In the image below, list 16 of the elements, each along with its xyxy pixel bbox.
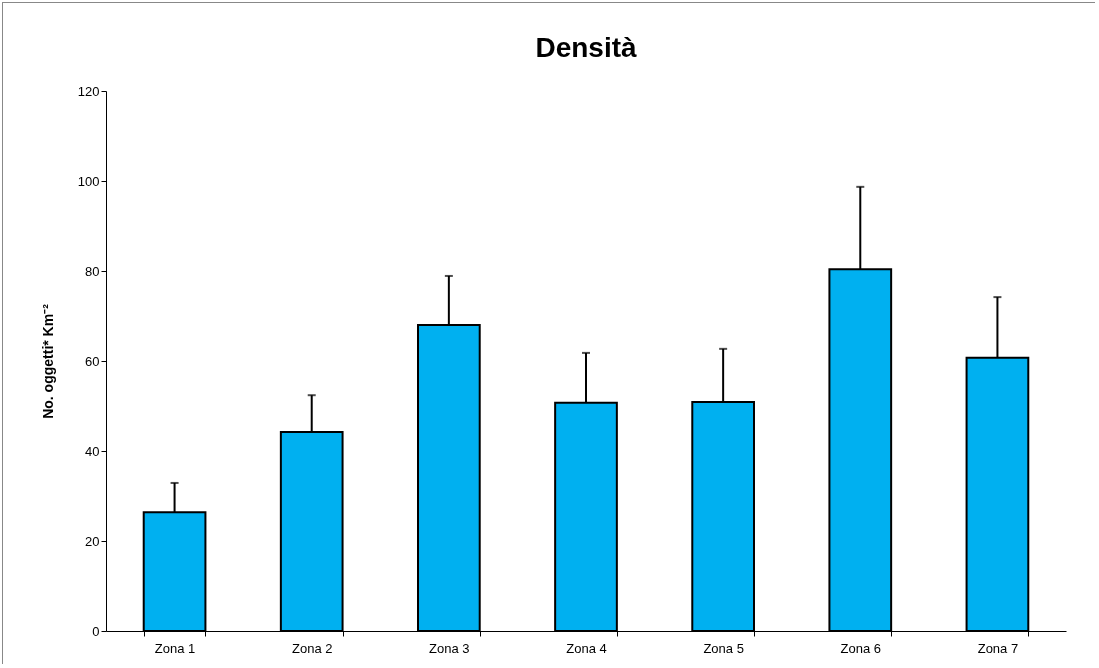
- y-tick-label: 40: [85, 443, 100, 459]
- y-tick-label: 80: [85, 263, 100, 279]
- y-tick-label: 60: [85, 353, 100, 369]
- x-tick-label: Zona 6: [840, 640, 882, 656]
- y-tick-label: 0: [92, 623, 100, 639]
- x-tick-label: Zona 5: [703, 640, 744, 656]
- chart-title: Densità: [535, 32, 637, 63]
- x-tick-label: Zona 7: [977, 640, 1019, 656]
- x-tick-label: Zona 4: [566, 640, 607, 656]
- x-tick-label: Zona 3: [429, 640, 470, 656]
- y-tick-label: 100: [77, 173, 100, 189]
- y-tick-label: 20: [85, 533, 100, 549]
- y-tick-label: 120: [77, 83, 100, 99]
- x-tick-label: Zona 2: [291, 640, 333, 656]
- x-tick-label: Zona 1: [154, 640, 196, 656]
- y-axis-title: No. oggetti* Km⁻²: [39, 303, 56, 419]
